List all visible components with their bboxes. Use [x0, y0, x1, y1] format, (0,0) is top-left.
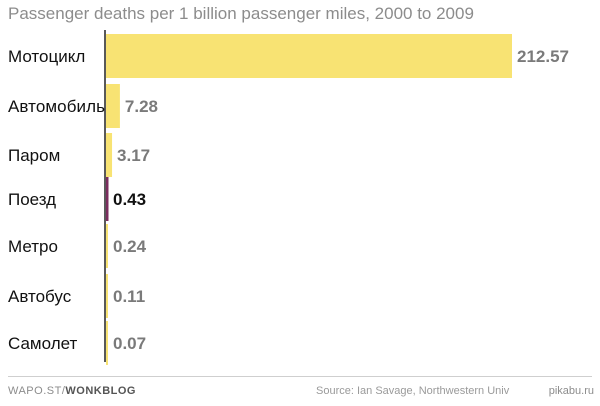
bars-group — [106, 34, 512, 365]
category-label-6: Автобус — [8, 287, 72, 306]
category-label-7: Самолет — [8, 334, 78, 353]
value-label-2: 7.28 — [125, 97, 158, 116]
value-label-3: 3.17 — [117, 146, 150, 165]
value-label-6: 0.11 — [113, 287, 145, 306]
chart-title: Passenger deaths per 1 billion passenger… — [8, 4, 474, 23]
category-label-4: Поезд — [8, 190, 56, 209]
bar-3 — [106, 133, 113, 177]
value-label-7: 0.07 — [113, 334, 146, 353]
footer-credit: WAPO.ST/WONKBLOG — [8, 385, 136, 397]
bar-2 — [106, 84, 120, 128]
category-label-3: Паром — [8, 146, 60, 165]
footer-source: Source: Ian Savage, Northwestern Univ — [316, 385, 510, 397]
value-label-1: 212.57 — [517, 47, 569, 66]
watermark: pikabu.ru — [548, 385, 594, 397]
value-label-4: 0.43 — [113, 190, 146, 209]
value-label-5: 0.24 — [113, 237, 147, 256]
labels-group: Мотоцикл 212.57 Автомобиль 7.28 Паром 3.17 Пое… — [8, 47, 569, 353]
bar-4 — [106, 177, 109, 221]
category-label-5: Метро — [8, 237, 58, 256]
bar-1 — [106, 34, 512, 78]
category-label-1: Мотоцикл — [8, 47, 85, 66]
footer-site: WAPO.ST/ — [8, 385, 66, 397]
footer-divider — [8, 376, 592, 377]
bar-6 — [106, 274, 108, 318]
bar-7 — [106, 321, 108, 365]
footer-brand: WONKBLOG — [65, 385, 136, 397]
bar-5 — [106, 224, 108, 268]
category-label-2: Автомобиль — [8, 97, 105, 116]
